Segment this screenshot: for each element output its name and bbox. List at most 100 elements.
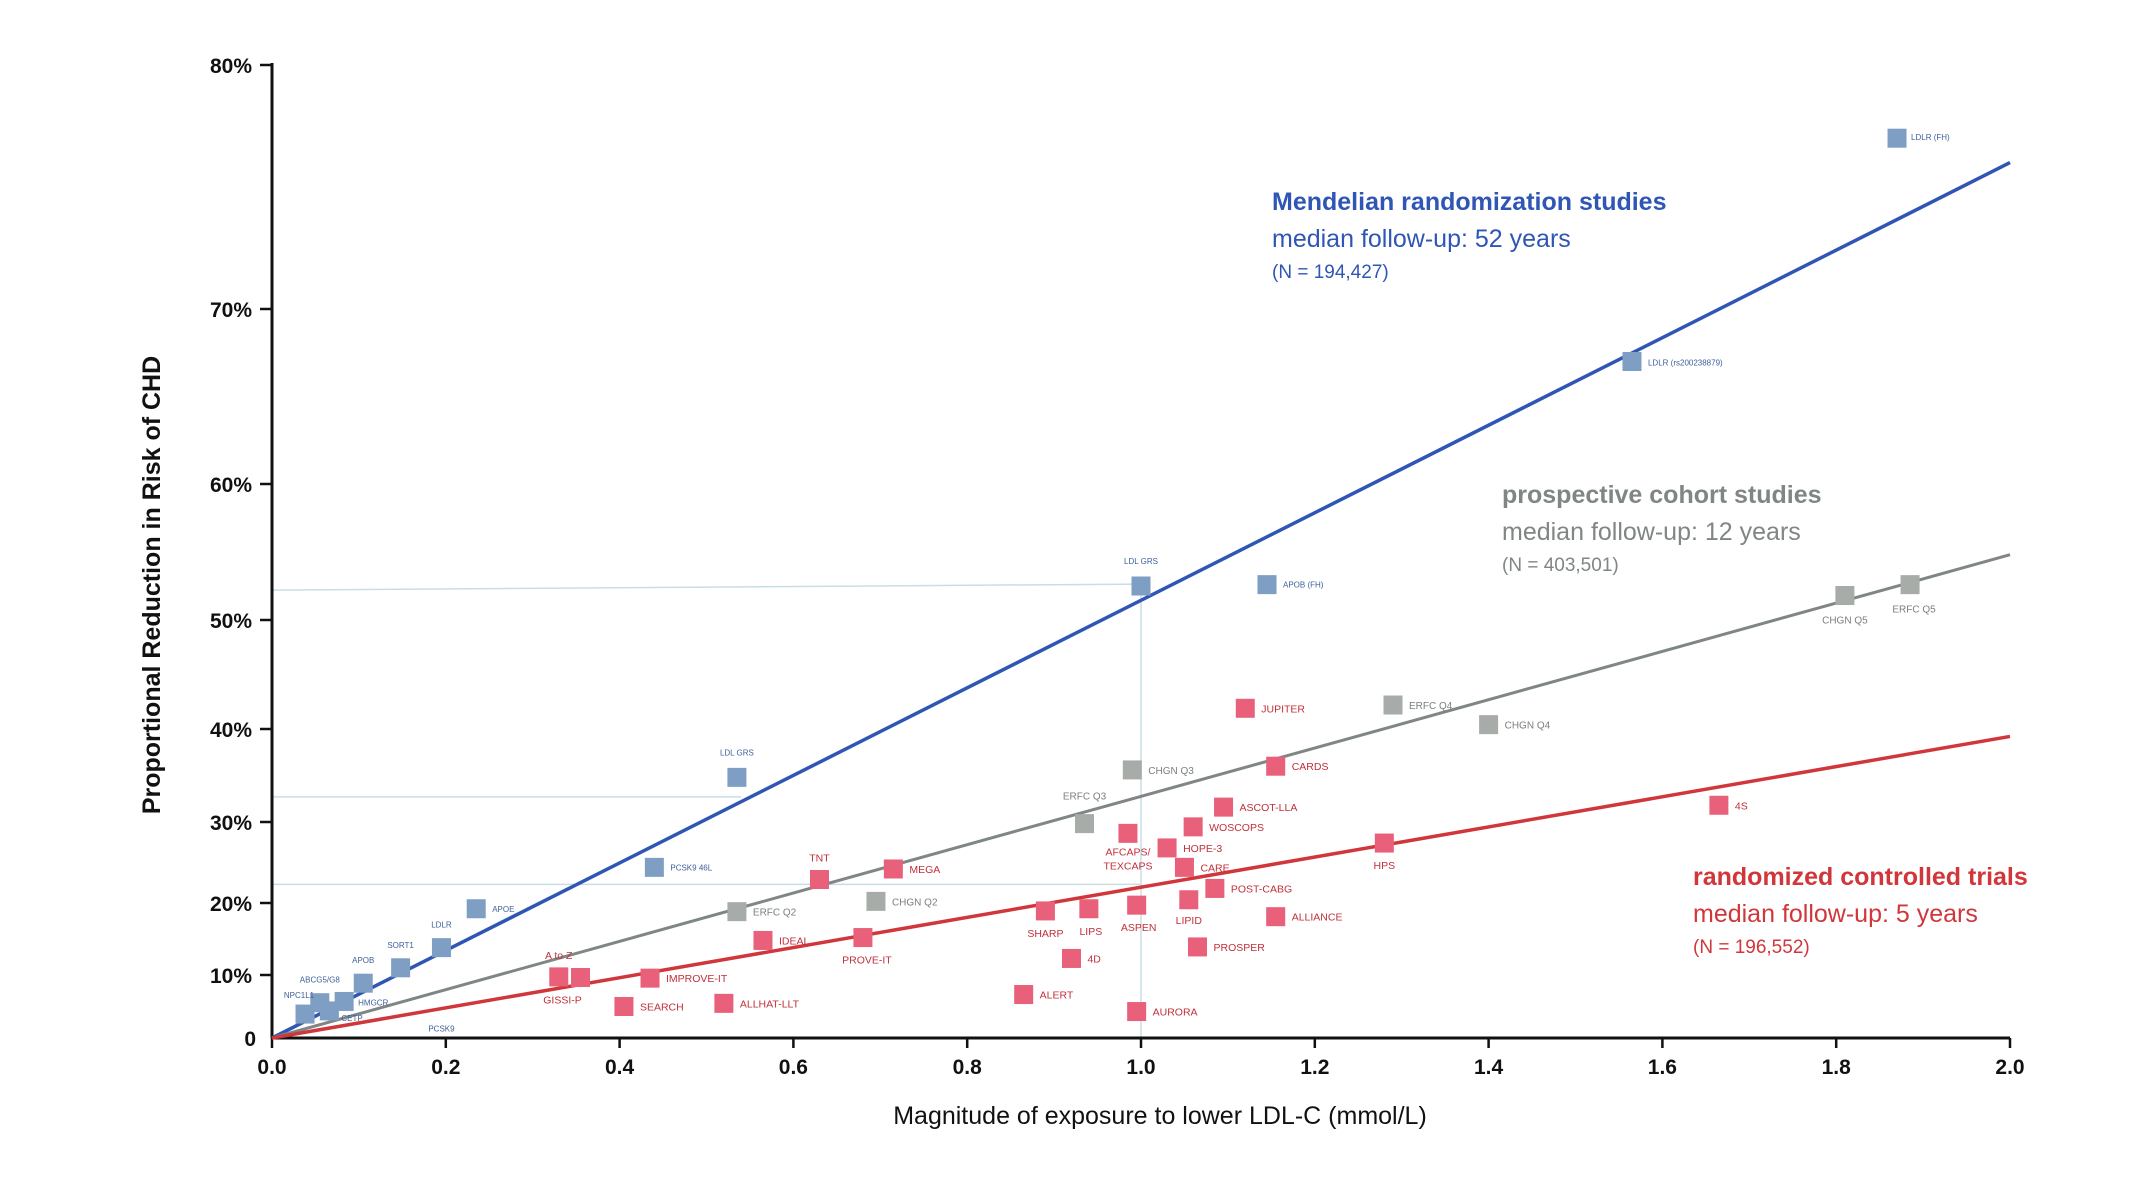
data-point-label: GISSI-P [543,995,582,1007]
data-point-label: PCSK9 [428,1024,455,1033]
data-point-marker [614,997,634,1016]
x-tick-label: 0.2 [431,1056,460,1079]
data-point-marker [1887,128,1907,148]
data-point-marker [319,1001,339,1021]
data-point-marker [727,902,747,922]
data-point-label: APOB [352,956,374,965]
y-axis-label: Proportional Reduction in Risk of CHD [138,356,166,814]
series-name: prospective cohort studies [1502,481,1822,509]
data-point-marker [1174,857,1194,877]
data-point-label: PCSK9 46L [670,863,712,872]
data-point-marker [1014,985,1034,1005]
data-point-label: PROSPER [1213,942,1265,954]
data-point-marker [334,991,354,1011]
data-point-label: 4S [1735,800,1748,812]
data-point-marker [431,938,451,958]
data-point-marker [1479,715,1499,735]
data-point-marker [1157,838,1177,858]
data-point-label: ASPEN [1121,922,1157,934]
data-point-label: MEGA [909,864,940,876]
data-point-marker [1257,575,1277,595]
data-point-label: PROVE-IT [842,955,892,967]
data-point-marker [809,870,829,890]
data-point-label: TEXCAPS [1103,860,1152,872]
data-point-label: SEARCH [640,1002,684,1014]
data-point-marker [1079,899,1099,919]
series-n: (N = 403,501) [1502,555,1619,576]
series-follow-up: median follow-up: 5 years [1693,900,1978,928]
data-point-marker [1266,907,1286,927]
data-point-marker [1900,575,1920,595]
x-tick-label: 1.0 [1126,1056,1155,1079]
data-point-marker [1205,878,1225,898]
data-point-label: ERFC Q3 [1063,792,1107,803]
data-point-label: ERFC Q5 [1892,605,1936,616]
series-follow-up: median follow-up: 12 years [1502,518,1801,546]
data-point-marker [1131,576,1151,596]
data-point-label: IDEAL [779,935,810,947]
data-point-marker [714,993,734,1013]
x-axis-label: Magnitude of exposure to lower LDL-C (mm… [893,1102,1427,1130]
data-point-marker [1075,814,1095,834]
data-point-marker [866,891,886,911]
data-point-label: WOSCOPS [1209,822,1264,834]
data-point-label: ALLHAT-LLT [740,998,800,1010]
data-point-marker [1122,760,1142,780]
data-point-marker [1266,756,1286,776]
y-tick-label: 10% [210,965,252,988]
data-point-label: ABCG5/G8 [300,976,341,985]
data-point-label: LDL GRS [720,748,754,757]
data-point-label: LDLR (FH) [1911,133,1950,142]
data-point-label: JUPITER [1261,703,1305,715]
data-point-label: ASCOT-LLA [1240,802,1298,814]
data-point-marker [1179,890,1199,910]
data-point-label: A to Z [545,950,573,962]
data-point-label: IMPROVE-IT [666,973,728,985]
data-point-marker [1035,901,1055,921]
axes: 0 10% 20% 30% 40% 50% 60% 70% 80% 0.0 0.2 0.4 0.6 0.8… [210,55,2025,1079]
data-point-marker [644,857,664,877]
data-point-label: CHGN Q4 [1505,721,1551,732]
data-point-marker [1374,833,1394,853]
x-tick-label: 0.4 [605,1056,635,1079]
data-point-marker [1061,948,1081,968]
x-tick-label: 1.2 [1300,1056,1329,1079]
data-points: LDLR (FH) LDLR (rs200238879) LDL GRS APOB (… [284,128,1950,1033]
data-point-label: AFCAPS/ [1105,846,1150,858]
series-annotations: Mendelian randomization studies median fo… [1272,188,2028,958]
data-point-marker [1235,698,1255,718]
data-point-label: CHGN Q5 [1822,616,1868,627]
data-point-marker [1127,895,1147,915]
data-point-label: HMGCR [358,998,388,1007]
data-point-label: ALLIANCE [1292,912,1343,924]
data-point-label: SHARP [1027,928,1063,940]
trend-lines [271,161,2011,1040]
data-point-marker [1214,797,1234,817]
data-point-marker [353,973,373,993]
trend-line-1 [271,161,2011,1040]
data-point-label: APOB (FH) [1283,581,1324,590]
data-point-label: POST-CABG [1231,883,1292,895]
x-tick-label: 2.0 [1995,1056,2024,1079]
data-point-label: HOPE-3 [1183,843,1222,855]
data-point-marker [549,967,569,987]
data-point-marker [1835,586,1855,606]
data-point-label: CARE [1200,862,1229,874]
data-point-marker [1127,1002,1147,1022]
data-point-label: CETP [341,1014,362,1023]
data-point-marker [1383,695,1403,715]
data-point-marker [295,1004,315,1024]
data-point-label: LDLR [431,921,452,930]
data-point-label: LIPID [1176,915,1203,927]
data-point-marker [1118,823,1138,843]
data-point-label: 4D [1087,953,1101,965]
x-tick-label: 0.6 [779,1056,808,1079]
reference-lines [271,583,1142,1038]
data-point-marker [391,958,411,978]
data-point-label: LDLR (rs200238879) [1648,359,1723,368]
series-name: randomized controlled trials [1693,863,2028,891]
data-point-label: SORT1 [387,941,414,950]
y-tick-label: 30% [210,812,252,835]
data-point-label: ALERT [1040,990,1074,1002]
x-tick-label: 1.6 [1648,1056,1677,1079]
